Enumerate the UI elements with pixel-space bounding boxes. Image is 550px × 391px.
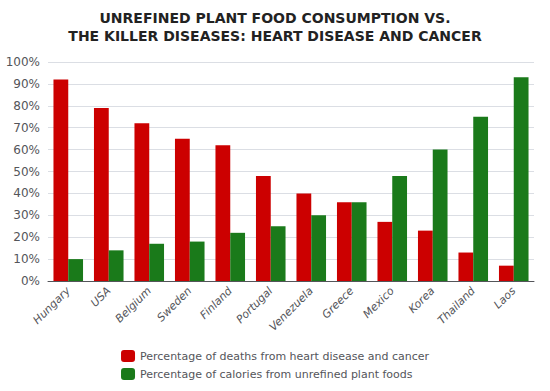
svg-text:Finland: Finland [197, 284, 235, 322]
svg-text:40%: 40% [13, 186, 40, 200]
svg-text:90%: 90% [13, 77, 40, 91]
svg-text:Laos: Laos [491, 284, 518, 311]
svg-text:Percentage of calories from un: Percentage of calories from unrefined pl… [140, 368, 413, 381]
svg-text:UNREFINED PLANT FOOD CONSUMPTI: UNREFINED PLANT FOOD CONSUMPTION VS. [99, 10, 450, 26]
svg-text:50%: 50% [13, 165, 40, 179]
svg-text:30%: 30% [13, 208, 40, 222]
svg-text:0%: 0% [21, 274, 40, 288]
svg-text:100%: 100% [6, 55, 40, 69]
svg-text:70%: 70% [13, 121, 40, 135]
svg-text:Korea: Korea [406, 284, 437, 315]
svg-text:Hungary: Hungary [30, 284, 73, 327]
svg-text:THE KILLER DISEASES: HEART DIS: THE KILLER DISEASES: HEART DISEASE AND C… [68, 28, 482, 44]
svg-text:20%: 20% [13, 230, 40, 244]
svg-text:USA: USA [88, 284, 113, 309]
svg-text:Thailand: Thailand [435, 284, 478, 327]
svg-text:Venezuela: Venezuela [267, 284, 316, 333]
svg-text:Sweden: Sweden [154, 284, 194, 324]
svg-text:Percentage of deaths from hear: Percentage of deaths from heart disease … [140, 350, 429, 363]
svg-text:80%: 80% [13, 99, 40, 113]
svg-text:Greece: Greece [319, 284, 356, 321]
svg-text:Belgium: Belgium [113, 284, 154, 325]
svg-text:60%: 60% [13, 143, 40, 157]
svg-text:Mexico: Mexico [360, 284, 397, 321]
svg-text:10%: 10% [13, 252, 40, 266]
svg-text:Portugal: Portugal [234, 284, 276, 326]
